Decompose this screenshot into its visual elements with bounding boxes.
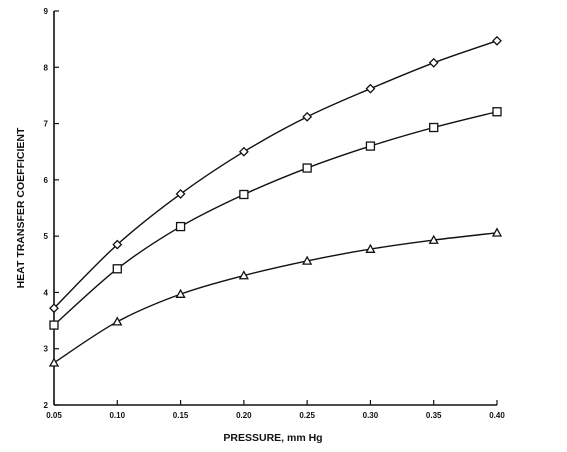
square-marker — [112, 264, 122, 274]
square-marker — [175, 221, 186, 232]
square-marker — [302, 163, 312, 173]
axes: 2 3 4 5 6 7 8 9 0.05 0.10 0.15 0.20 0.25 0.30 0.35 0.40 — [44, 7, 506, 420]
triangle-marker — [112, 316, 123, 326]
triangle-marker — [238, 270, 249, 280]
y-tick-label: 9 — [44, 7, 49, 16]
y-tick-label: 2 — [44, 401, 49, 410]
square-marker — [492, 107, 502, 117]
diamond-marker — [238, 146, 249, 157]
x-tick-label: 0.05 — [46, 411, 62, 420]
series-triangle — [48, 227, 503, 367]
x-tick-label: 0.40 — [489, 411, 505, 420]
y-tick-label: 3 — [44, 345, 49, 354]
square-marker — [365, 141, 376, 151]
diamond-marker — [175, 189, 186, 199]
square-marker — [49, 320, 59, 330]
x-tick-label: 0.25 — [299, 411, 315, 420]
y-tick-label: 5 — [44, 232, 49, 241]
x-tick-label: 0.35 — [426, 411, 442, 420]
x-tick-label: 0.30 — [363, 411, 379, 420]
y-tick-label: 6 — [44, 176, 49, 185]
triangle-marker — [175, 288, 186, 298]
series-line-triangle — [53, 232, 498, 364]
triangle-marker — [48, 357, 60, 367]
diamond-marker — [112, 239, 123, 250]
square-marker — [239, 189, 249, 200]
triangle-marker — [491, 227, 503, 237]
x-axis-title: PRESSURE, mm Hg — [223, 432, 322, 444]
diamond-marker — [428, 57, 439, 68]
y-tick-label: 8 — [44, 63, 49, 72]
y-tick-label: 4 — [44, 288, 49, 297]
triangle-marker — [302, 255, 313, 265]
series-square — [49, 107, 502, 330]
diamond-marker — [49, 303, 59, 314]
series-diamond — [49, 35, 502, 314]
y-axis-title: HEAT TRANSFER COEFFICIENT — [15, 127, 27, 288]
diamond-marker — [302, 111, 313, 122]
y-tick-label: 7 — [44, 120, 49, 129]
diamond-marker — [365, 83, 376, 94]
x-tick-label: 0.20 — [236, 411, 252, 420]
x-tick-label: 0.15 — [173, 411, 189, 420]
triangle-marker — [428, 234, 439, 244]
square-marker — [429, 122, 439, 133]
triangle-marker — [365, 243, 376, 253]
series-layer — [48, 35, 503, 367]
series-line-square — [53, 111, 498, 326]
diamond-marker — [492, 35, 502, 46]
x-tick-label: 0.10 — [109, 411, 125, 420]
